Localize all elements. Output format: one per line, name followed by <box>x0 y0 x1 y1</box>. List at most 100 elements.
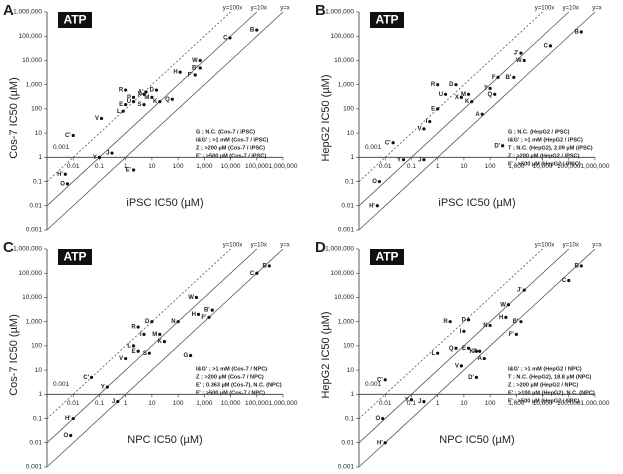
x-tick-label: 100 <box>173 163 184 170</box>
note: E' ; >100 µM (HepG2), N.C. (NPC) <box>508 390 595 396</box>
y-tick-label: 0.1 <box>345 415 354 422</box>
point <box>422 400 426 404</box>
y-tick-label: 1,000 <box>26 318 43 325</box>
y-tick-label: 1,000 <box>338 81 355 88</box>
reference-label: y=x <box>592 6 602 12</box>
point <box>512 75 516 79</box>
point-label: E <box>431 106 435 112</box>
point-label: M <box>152 332 157 338</box>
x-tick-label: 1 <box>124 400 128 407</box>
x-axis-title: iPSC IC50 (µM) <box>438 197 515 209</box>
y-tick-label: 0.001 <box>26 464 43 471</box>
badge: ATP <box>63 13 86 27</box>
point <box>136 325 140 329</box>
point <box>422 127 426 131</box>
y-tick-label: 1,000,000 <box>325 246 354 253</box>
point-label: H' <box>65 416 71 422</box>
x-axis-title: iPSC IC50 (µM) <box>126 197 203 209</box>
x-tick-label: 100 <box>173 400 184 407</box>
panel: 0.0010.010.11101001,00010,000100,0001,00… <box>315 239 610 471</box>
point-label: B <box>250 28 255 34</box>
point <box>443 92 448 96</box>
point <box>99 116 104 121</box>
point <box>567 278 571 283</box>
point <box>121 109 125 113</box>
point <box>482 356 486 361</box>
y-tick-label: 0.01 <box>29 202 42 209</box>
point <box>466 346 471 350</box>
point-label: U <box>439 92 443 98</box>
point <box>198 66 202 70</box>
point-label: Q <box>165 97 170 103</box>
point <box>124 88 128 92</box>
point <box>466 92 471 96</box>
point <box>514 332 518 336</box>
point-label: H <box>192 312 196 318</box>
x-tick-label: 0.1 <box>95 163 104 170</box>
point <box>488 86 492 91</box>
y-tick-label: 10,000 <box>334 57 354 64</box>
badge-box <box>370 249 404 265</box>
panel: 0.0010.010.11101001,00010,000100,0001,00… <box>315 2 610 234</box>
x-tick-label: 0.01 <box>67 400 80 407</box>
point-label: K <box>465 99 470 105</box>
point-label: V <box>417 126 421 132</box>
point <box>459 364 463 368</box>
y-tick-label: 100,000 <box>19 33 43 40</box>
note: I&G' ; >1 mM (HepG2 / iPSC) <box>508 137 583 143</box>
point-label: B' <box>192 66 198 72</box>
y-tick-label: 1 <box>350 391 354 398</box>
reference-label: y=10x <box>563 6 579 12</box>
x-tick-label: 0.001 <box>53 144 70 151</box>
reference-line <box>358 11 596 231</box>
y-tick-label: 10 <box>347 367 355 374</box>
point <box>142 332 146 336</box>
y-tick-label: 0.001 <box>26 227 43 234</box>
point-label: H' <box>57 172 63 178</box>
x-tick-label: 0.001 <box>53 381 70 388</box>
point <box>210 308 214 312</box>
y-tick-label: 1,000 <box>26 81 43 88</box>
point-label: X <box>455 95 459 101</box>
point <box>198 58 202 63</box>
x-tick-label: 100,000 <box>245 400 269 407</box>
x-tick-label: 1,000,000 <box>269 163 298 170</box>
y-tick-label: 0.1 <box>33 415 42 422</box>
point <box>428 119 432 124</box>
point <box>116 400 120 404</box>
point-label: E' <box>126 168 132 174</box>
point <box>131 99 136 104</box>
point <box>150 95 154 99</box>
point-label: J <box>106 151 109 157</box>
x-tick-label: 10 <box>148 400 156 407</box>
point <box>436 351 440 355</box>
point <box>579 30 583 34</box>
reference-label: y=100x <box>535 6 555 12</box>
reference-line <box>46 248 284 468</box>
point <box>71 416 75 421</box>
point-label: P <box>127 95 131 101</box>
point-label: W <box>188 295 194 301</box>
point <box>63 172 67 176</box>
point <box>519 51 523 55</box>
point-label: M <box>461 92 466 98</box>
y-tick-label: 0.01 <box>29 439 42 446</box>
y-tick-label: 10,000 <box>334 294 354 301</box>
point-label: E <box>132 349 136 355</box>
point-label: D <box>150 88 155 94</box>
point-label: N <box>483 323 487 329</box>
point-label: S <box>143 351 147 357</box>
note: Z ; >200 µM (HepG2 / NPC) <box>508 382 578 388</box>
x-tick-label: 10 <box>460 400 468 407</box>
point-label: L <box>431 351 435 357</box>
point <box>136 349 140 353</box>
point-label: C' <box>65 133 71 139</box>
badge: ATP <box>63 250 86 264</box>
point-label: F' <box>201 315 207 321</box>
point-label: R <box>443 319 448 325</box>
point <box>124 103 128 107</box>
point <box>131 344 136 348</box>
point-label: F' <box>509 332 515 338</box>
y-tick-label: 10 <box>35 367 43 374</box>
